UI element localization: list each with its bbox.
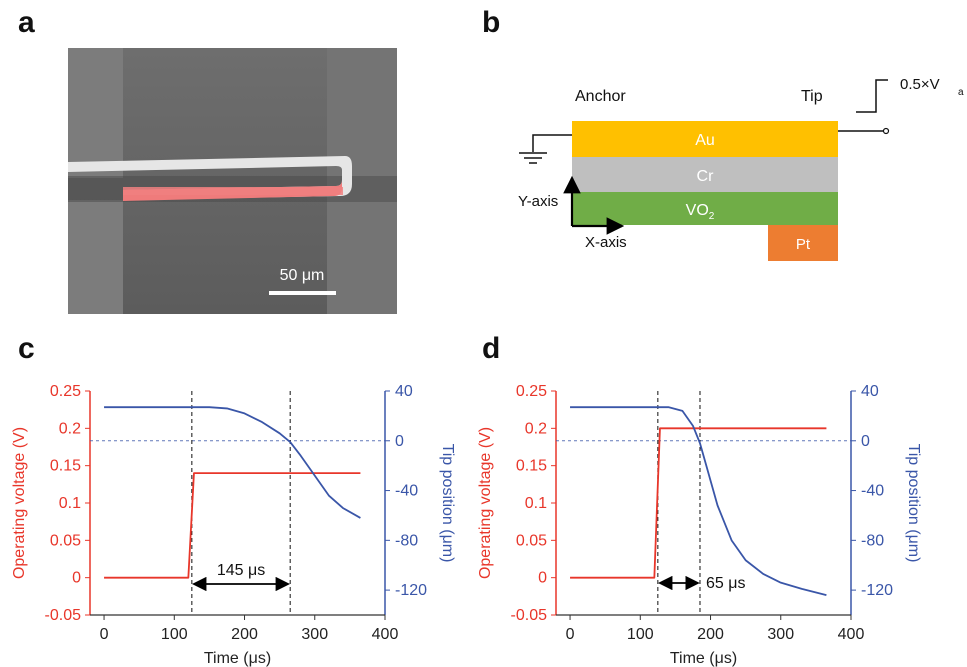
panel-label-a: a bbox=[18, 6, 35, 39]
panel-label-b: b bbox=[482, 6, 501, 39]
x-tick-label: 300 bbox=[301, 626, 328, 643]
left-tick-label: 0 bbox=[538, 570, 547, 587]
right-tick-label: -40 bbox=[395, 483, 418, 500]
x-tick-label: 400 bbox=[372, 626, 399, 643]
x-axis-title: Time (μs) bbox=[204, 650, 271, 667]
left-tick-label: 0.05 bbox=[50, 532, 81, 549]
x-tick-label: 100 bbox=[161, 626, 188, 643]
x-tick-label: 100 bbox=[627, 626, 654, 643]
x-tick-label: 200 bbox=[697, 626, 724, 643]
right-tick-label: 40 bbox=[861, 383, 879, 400]
right-tick-label: -40 bbox=[861, 483, 884, 500]
right-tick-label: -120 bbox=[395, 582, 427, 599]
left-tick-label: 0.1 bbox=[525, 495, 547, 512]
left-tick-label: 0.25 bbox=[516, 383, 547, 400]
right-tick-label: -80 bbox=[861, 532, 884, 549]
left-tick-label: 0.2 bbox=[59, 420, 81, 437]
left-tick-label: 0.15 bbox=[50, 458, 81, 475]
chart-c: 0 100 200 300 400-0.0500.050.10.150.20.25-12… bbox=[11, 383, 456, 667]
ground-icon bbox=[519, 152, 547, 164]
layer-cr-label: Cr bbox=[697, 168, 715, 185]
layer-au bbox=[572, 121, 838, 157]
right-tick-label: 40 bbox=[395, 383, 413, 400]
layer-au-label: Au bbox=[695, 132, 715, 149]
left-tick-label: 0 bbox=[72, 570, 81, 587]
right-tick-label: 0 bbox=[861, 433, 870, 450]
x-axis-label: X-axis bbox=[585, 234, 627, 251]
layer-cr bbox=[572, 157, 838, 192]
x-tick-label: 0 bbox=[100, 626, 109, 643]
right-axis-title: Tip position (μm) bbox=[439, 444, 456, 563]
chart-d: 0 100 200 300 400-0.0500.050.10.150.20.25-12… bbox=[477, 383, 922, 667]
cantilever-schematic: Anchor Tip 0.5×V a Au Cr VO2 Pt Y-axis X… bbox=[518, 76, 964, 261]
right-tick-label: -80 bbox=[395, 532, 418, 549]
scale-bar-text: 50 μm bbox=[280, 267, 325, 284]
left-tick-label: 0.2 bbox=[525, 420, 547, 437]
step-pulse-icon bbox=[856, 79, 888, 113]
terminal-icon bbox=[882, 127, 890, 135]
tip-position-series-line bbox=[104, 406, 361, 519]
layer-pt-label: Pt bbox=[796, 236, 811, 253]
voltage-series-line bbox=[570, 427, 827, 579]
left-tick-label: -0.05 bbox=[45, 607, 82, 624]
tip-label: Tip bbox=[801, 88, 823, 105]
voltage-subscript: a bbox=[958, 87, 964, 98]
anchor-label: Anchor bbox=[575, 88, 626, 105]
right-tick-label: -120 bbox=[861, 582, 893, 599]
left-axis-title: Operating voltage (V) bbox=[11, 427, 28, 579]
sem-image: 50 μm bbox=[68, 48, 397, 314]
voltage-label: 0.5×V bbox=[900, 76, 940, 93]
left-tick-label: 0.25 bbox=[50, 383, 81, 400]
x-tick-label: 200 bbox=[231, 626, 258, 643]
left-tick-label: 0.05 bbox=[516, 532, 547, 549]
x-tick-label: 400 bbox=[838, 626, 865, 643]
x-tick-label: 0 bbox=[566, 626, 575, 643]
left-axis-title: Operating voltage (V) bbox=[477, 427, 494, 579]
left-tick-label: 0.1 bbox=[59, 495, 81, 512]
panel-label-d: d bbox=[482, 332, 501, 365]
left-tick-label: -0.05 bbox=[511, 607, 548, 624]
right-axis-title: Tip position (μm) bbox=[905, 444, 922, 563]
duration-label: 65 μs bbox=[706, 575, 745, 592]
panel-label-c: c bbox=[18, 332, 35, 365]
y-axis-label: Y-axis bbox=[518, 193, 558, 210]
voltage-series-line bbox=[104, 472, 361, 579]
x-axis-title: Time (μs) bbox=[670, 650, 737, 667]
x-tick-label: 300 bbox=[767, 626, 794, 643]
layer-pt bbox=[768, 225, 838, 261]
layer-vo2-label: VO2 bbox=[686, 202, 715, 222]
right-tick-label: 0 bbox=[395, 433, 404, 450]
tip-position-series-line bbox=[570, 406, 827, 596]
left-tick-label: 0.15 bbox=[516, 458, 547, 475]
duration-label: 145 μs bbox=[217, 562, 265, 579]
